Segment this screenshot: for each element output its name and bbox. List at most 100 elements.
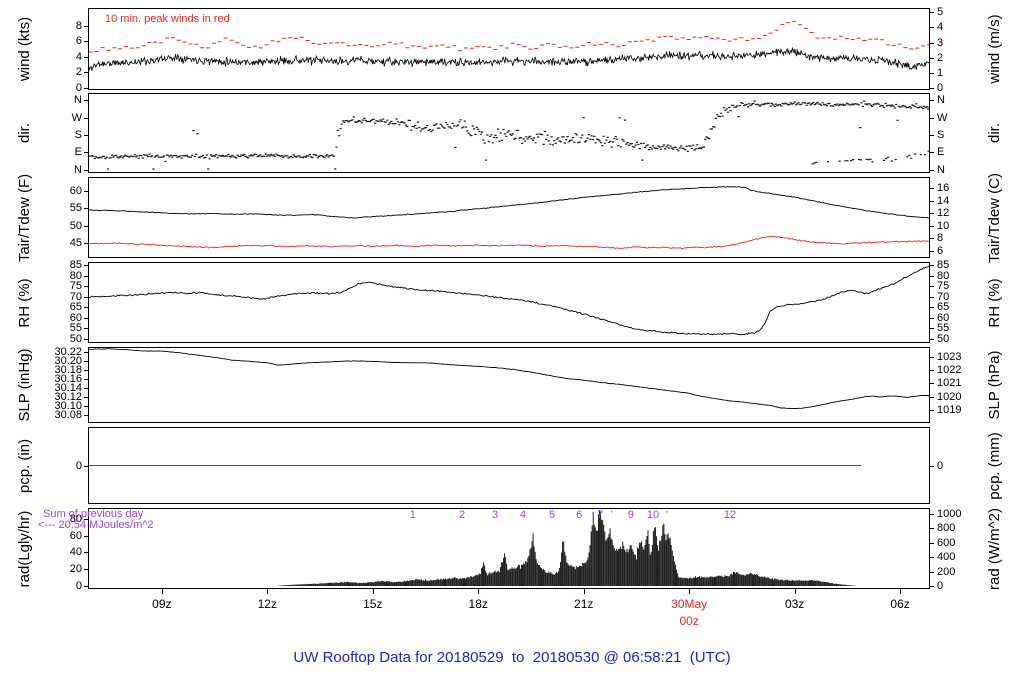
- tick-mark: [930, 265, 934, 266]
- tick-mark: [84, 352, 88, 353]
- rad-hour-marker: ': [610, 509, 613, 521]
- temp-series-0: [88, 185, 930, 219]
- tick-mark: [930, 251, 934, 252]
- rh-right-tick-label: 55: [937, 322, 950, 335]
- temp-series-1: [88, 235, 930, 250]
- tick-mark: [930, 135, 934, 136]
- tick-mark: [930, 188, 934, 189]
- tick-mark: [930, 27, 934, 28]
- rad-hour-marker: 2: [459, 509, 466, 521]
- rad-annotation-0: Sum of previous day: [43, 508, 144, 520]
- tick-mark: [930, 238, 934, 239]
- tick-mark: [84, 519, 88, 520]
- wind-left-tick-label: 6: [75, 35, 82, 48]
- rh-left-tick-label: 55: [69, 322, 82, 335]
- rad-left-tick-label: 0: [75, 579, 82, 592]
- wind-frame: [88, 8, 930, 90]
- rh-plot: [88, 262, 930, 343]
- tick-mark: [84, 26, 88, 27]
- tick-mark: [930, 357, 934, 358]
- wind-right-tick-label: 1: [937, 66, 944, 79]
- tick-mark: [84, 100, 88, 101]
- tick-mark: [930, 100, 934, 101]
- tick-mark: [84, 276, 88, 277]
- dir-left-tick-label: N: [74, 163, 82, 176]
- tick-mark: [84, 118, 88, 119]
- x-tick-label-15z: 15z: [363, 597, 383, 611]
- temp-right-tick-label: 10: [937, 219, 950, 232]
- x-tick-label-03z: 03z: [784, 597, 805, 611]
- panel-temp: Tair/Tdew (F) Tair/Tdew (C) 60 55 50 45 16 14 12…: [0, 172, 1024, 262]
- slp-frame: [88, 347, 930, 423]
- slp-plot: [88, 347, 930, 423]
- rad-right-tick-label: 0: [937, 579, 944, 592]
- dir-frame: [88, 93, 930, 173]
- slp-left-tick-label: 30.18: [54, 363, 82, 376]
- rh-left-tick-label: 60: [69, 311, 82, 324]
- rh-right-tick-label: 50: [937, 332, 950, 345]
- dir-plot: [88, 93, 930, 173]
- rh-right-tick-label: 70: [937, 290, 950, 303]
- x-tick-mark: [373, 589, 374, 594]
- pcp-right-tick-label: 0: [937, 459, 944, 472]
- tick-mark: [930, 410, 934, 411]
- slp-right-tick-label: 1019: [937, 403, 962, 416]
- tick-mark: [84, 265, 88, 266]
- slp-left-tick-label: 30.14: [54, 381, 82, 394]
- tick-mark: [84, 243, 88, 244]
- tick-mark: [84, 552, 88, 553]
- x-tick-label-30May: 30May: [671, 597, 708, 611]
- tick-mark: [930, 58, 934, 59]
- wind-annotation-0: 10 min. peak winds in red: [105, 13, 230, 25]
- rad-hour-marker: 9: [627, 509, 634, 521]
- x-tick-mark: [478, 589, 479, 594]
- tick-mark: [84, 536, 88, 537]
- x-tick-label-06z: 06z: [890, 597, 910, 611]
- slp-left-tick-label: 30.12: [54, 390, 82, 403]
- x-tick-mark: [584, 589, 585, 594]
- rad-left-tick-label: 20: [69, 563, 82, 576]
- slp-series-0: [88, 348, 930, 410]
- tick-mark: [930, 557, 934, 558]
- rh-right-tick-label: 75: [937, 280, 950, 293]
- temp-right-tick-label: 16: [937, 182, 950, 195]
- tick-mark: [84, 569, 88, 570]
- tick-mark: [930, 370, 934, 371]
- pcp-plot: [88, 427, 930, 504]
- rad-hour-marker: 3: [492, 509, 499, 521]
- tick-mark: [930, 543, 934, 544]
- wind-right-tick-label: 5: [937, 6, 944, 19]
- temp-left-tick-label: 55: [69, 202, 82, 215]
- dir-right-tick-label: E: [937, 146, 945, 159]
- tick-mark: [84, 466, 88, 467]
- dir-left-tick-label: N: [74, 94, 82, 107]
- x-tick-mark: [900, 589, 901, 594]
- tick-mark: [84, 57, 88, 58]
- rad-hour-marker: 5: [549, 509, 556, 521]
- rad-left-tick-label: 40: [69, 546, 82, 559]
- panel-rad: rad(Lgly/hr) rad (W/m^2) 80 60 40 20 0 1000 800 6…: [0, 507, 1024, 592]
- tick-mark: [84, 318, 88, 319]
- tick-mark: [930, 73, 934, 74]
- tick-mark: [84, 41, 88, 42]
- tick-mark: [84, 88, 88, 89]
- dir-left-tick-label: E: [74, 146, 82, 159]
- rad-hour-marker: 6: [576, 509, 583, 521]
- x-tick-label-00z: 00z: [679, 614, 699, 628]
- slp-left-tick-label: 30.08: [54, 408, 82, 421]
- rad-plot: [88, 508, 930, 589]
- rad-bars-0: [277, 510, 857, 586]
- tick-mark: [930, 514, 934, 515]
- tick-mark: [84, 361, 88, 362]
- tick-mark: [930, 586, 934, 587]
- dir-scatter-0: [88, 100, 930, 170]
- temp-plot: [88, 177, 930, 258]
- wind-plot: [88, 8, 930, 90]
- tick-mark: [930, 43, 934, 44]
- temp-right-tick-label: 6: [937, 244, 944, 257]
- tick-mark: [84, 339, 88, 340]
- x-tick-label-21z: 21z: [574, 597, 594, 611]
- tick-mark: [930, 276, 934, 277]
- slp-left-tick-label: 30.20: [54, 354, 82, 367]
- pcp-frame: [88, 427, 930, 504]
